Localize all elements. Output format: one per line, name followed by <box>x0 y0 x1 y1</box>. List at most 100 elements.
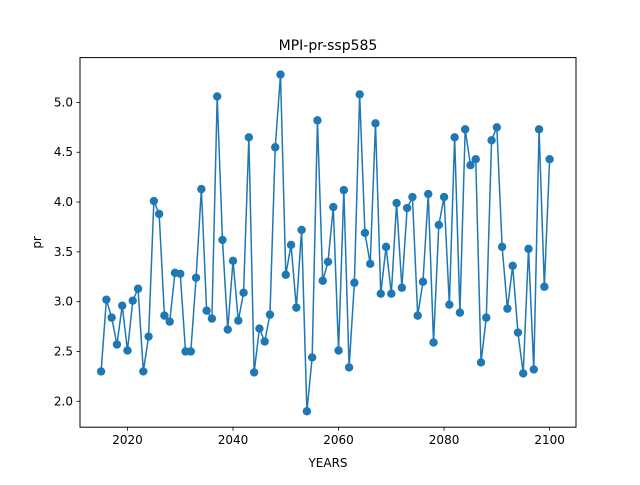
data-point <box>144 332 153 341</box>
data-point <box>176 269 185 278</box>
x-axis-label: YEARS <box>307 456 347 470</box>
data-point <box>508 261 517 271</box>
data-point <box>376 289 385 298</box>
data-point <box>123 346 132 355</box>
data-point <box>534 125 544 134</box>
data-point <box>149 196 159 206</box>
data-point <box>239 288 248 297</box>
series-layer <box>96 70 554 416</box>
data-point <box>429 338 438 347</box>
data-point <box>96 367 106 376</box>
x-tick-label: 2100 <box>534 433 565 447</box>
data-point <box>212 92 222 101</box>
x-tick-label: 2080 <box>429 433 460 447</box>
data-point <box>234 316 243 325</box>
data-point <box>492 123 502 132</box>
data-point <box>434 220 444 230</box>
y-tick-label: 3.5 <box>54 245 73 259</box>
data-point <box>466 160 475 170</box>
data-point <box>471 155 480 164</box>
data-point <box>228 256 238 266</box>
data-point <box>513 328 523 337</box>
data-point <box>439 192 449 202</box>
data-point <box>503 304 512 313</box>
data-point <box>497 242 507 252</box>
data-point <box>218 235 227 245</box>
data-point <box>276 70 285 79</box>
data-point <box>339 185 349 195</box>
data-point <box>249 368 259 377</box>
plot-area <box>79 57 577 428</box>
data-point <box>482 313 491 322</box>
data-point <box>408 192 417 202</box>
data-point <box>186 347 196 356</box>
y-tick-label: 5.0 <box>54 95 73 109</box>
data-point <box>529 365 538 374</box>
plot-frame <box>79 57 577 428</box>
data-point <box>128 296 137 305</box>
data-point <box>334 346 343 355</box>
data-point <box>371 119 380 128</box>
x-tick-label: 2020 <box>112 433 143 447</box>
data-point <box>202 306 211 315</box>
y-tick-label: 2.5 <box>54 344 73 358</box>
y-tick-label: 4.0 <box>54 195 73 209</box>
y-tick-label: 3.0 <box>54 295 73 309</box>
data-point <box>112 340 122 349</box>
y-axis-label: pr <box>30 236 44 249</box>
data-point <box>397 283 407 292</box>
data-point <box>302 407 312 416</box>
data-point <box>519 369 528 378</box>
x-tick-label: 2040 <box>218 433 249 447</box>
data-point <box>154 209 164 219</box>
data-point <box>281 270 290 279</box>
data-point <box>487 136 496 145</box>
data-point <box>524 244 533 254</box>
data-point <box>344 363 354 372</box>
data-point <box>271 143 280 152</box>
data-point <box>460 125 470 134</box>
x-tick-label: 2060 <box>323 433 354 447</box>
data-point <box>139 367 148 376</box>
data-point <box>355 90 364 99</box>
data-point <box>313 116 322 125</box>
data-point <box>197 184 206 194</box>
data-point <box>107 313 116 322</box>
data-point <box>160 311 169 320</box>
data-point <box>402 203 412 213</box>
data-point <box>118 301 127 310</box>
data-point <box>366 259 375 269</box>
y-tick-label: 2.0 <box>54 394 73 408</box>
data-point <box>191 273 201 282</box>
data-point <box>360 228 370 238</box>
data-point <box>450 133 459 142</box>
data-point <box>413 311 422 320</box>
data-point <box>424 189 433 199</box>
data-point <box>323 257 333 267</box>
data-point <box>392 198 401 208</box>
data-point <box>445 300 454 309</box>
data-point <box>350 278 359 287</box>
data-point <box>165 317 174 326</box>
y-axis: 2.0 2.5 3.0 3.5 4.0 4.5 5.0 <box>54 95 80 408</box>
data-point <box>102 295 111 304</box>
data-point <box>244 133 254 142</box>
data-point <box>318 276 327 285</box>
chart-title: MPI-pr-ssp585 <box>279 38 378 54</box>
data-point <box>133 284 143 293</box>
data-point <box>265 310 275 319</box>
data-point <box>387 289 396 298</box>
data-point <box>476 358 486 367</box>
data-point <box>329 202 338 212</box>
data-point <box>455 308 465 317</box>
data-point <box>255 324 264 333</box>
data-point <box>207 314 217 323</box>
data-point <box>545 155 554 164</box>
data-point <box>418 277 428 286</box>
y-tick-label: 4.5 <box>54 145 73 159</box>
data-point <box>307 353 317 362</box>
data-point <box>292 303 301 312</box>
